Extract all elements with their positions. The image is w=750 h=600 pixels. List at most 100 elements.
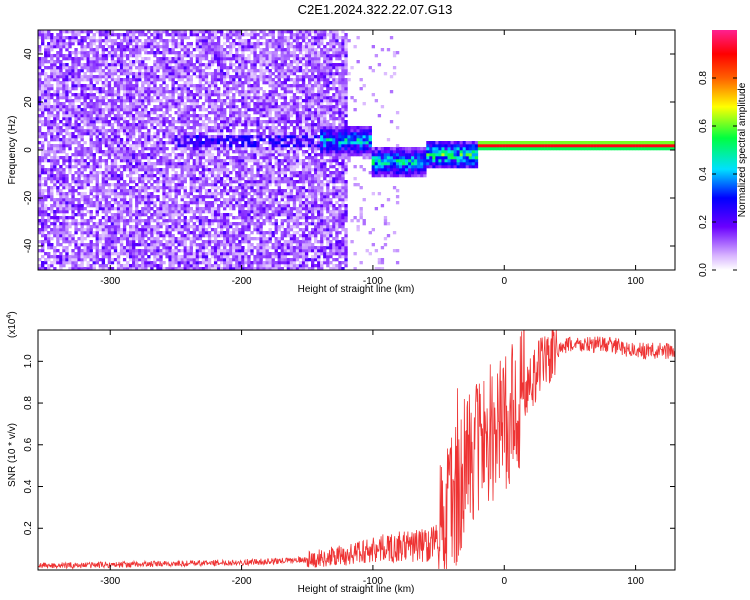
heatmap-cell (226, 153, 230, 157)
heatmap-cell (147, 132, 151, 136)
heatmap-cell (250, 252, 254, 256)
heatmap-cell (262, 36, 266, 40)
heatmap-cell (65, 69, 69, 73)
heatmap-cell (162, 120, 166, 124)
heatmap-cell (107, 33, 112, 37)
heatmap-cell (132, 231, 136, 235)
heatmap-cell (135, 57, 139, 61)
heatmap-cell (232, 111, 236, 115)
heatmap-cell (180, 174, 184, 178)
heatmap-cell (244, 168, 248, 172)
heatmap-cell (247, 153, 251, 157)
heatmap-cell (77, 117, 81, 121)
heatmap-cell (104, 96, 109, 100)
heatmap-cell (38, 120, 42, 124)
heatmap-cell (241, 240, 245, 244)
heatmap-cell (101, 135, 106, 139)
heatmap-cell (241, 87, 245, 91)
heatmap-cell (226, 267, 230, 271)
heatmap-cell (153, 156, 157, 160)
heatmap-cell (65, 30, 69, 34)
heatmap-cell (253, 228, 257, 232)
heatmap-cell (262, 114, 266, 118)
heatmap-cell (132, 141, 136, 145)
heatmap-cell (192, 99, 197, 103)
heatmap-cell (223, 33, 227, 37)
heatmap-cell (232, 141, 236, 145)
heatmap-cell (259, 222, 263, 226)
heatmap-cell (147, 237, 151, 241)
heatmap-cell (268, 207, 272, 211)
heatmap-cell (156, 162, 160, 166)
heatmap-cell (86, 33, 90, 37)
heatmap-cell (92, 63, 96, 67)
heatmap-cell (156, 69, 160, 73)
heatmap-cell (259, 249, 263, 253)
heatmap-cell (241, 129, 245, 133)
heatmap-cell (141, 87, 145, 91)
heatmap-cell (119, 267, 124, 271)
heatmap-cell (47, 234, 51, 238)
heatmap-cell (192, 93, 197, 97)
heatmap-cell (229, 63, 233, 67)
heatmap-cell (186, 252, 190, 256)
heatmap-cell (256, 108, 260, 112)
heatmap-cell (65, 174, 69, 178)
heatmap-cell (110, 51, 115, 55)
heatmap-cell (92, 60, 96, 64)
heatmap-cell (74, 96, 78, 100)
heatmap-cell (259, 207, 263, 211)
heatmap-cell (116, 153, 121, 157)
heatmap-cell (253, 174, 257, 178)
heatmap-cell (180, 63, 184, 67)
heatmap-cell (210, 228, 215, 232)
heatmap-cell (44, 240, 48, 244)
heatmap-cell (101, 177, 106, 181)
heatmap-cell (271, 51, 275, 55)
heatmap-cell (59, 255, 63, 259)
heatmap-cell (101, 30, 106, 34)
heatmap-cell (265, 102, 269, 106)
heatmap-cell (159, 66, 163, 70)
heatmap-cell (216, 129, 221, 133)
heatmap-cell (144, 153, 148, 157)
heatmap-cell (56, 168, 60, 172)
heatmap-cell (192, 168, 197, 172)
heatmap-cell (253, 69, 257, 73)
heatmap-cell (223, 174, 227, 178)
heatmap-cell (80, 45, 84, 49)
heatmap-cell (98, 249, 102, 253)
heatmap-cell (198, 144, 203, 148)
heatmap-cell (195, 165, 200, 169)
heatmap-cell (204, 45, 209, 49)
heatmap-cell (132, 228, 136, 232)
heatmap-cell (244, 99, 248, 103)
heatmap-cell (53, 54, 57, 58)
heatmap-cell (274, 219, 278, 223)
heatmap-cell (47, 90, 51, 94)
heatmap-cell (271, 243, 275, 247)
heatmap-cell (107, 201, 112, 205)
heatmap-cell (195, 195, 200, 199)
heatmap-cell (50, 120, 54, 124)
heatmap-cell (223, 216, 227, 220)
heatmap-cell (213, 219, 218, 223)
heatmap-cell (265, 189, 269, 193)
heatmap-cell (68, 87, 72, 91)
heatmap-cell (110, 189, 115, 193)
heatmap-cell (262, 126, 266, 130)
heatmap-cell (204, 258, 209, 262)
heatmap-cell (223, 114, 227, 118)
heatmap-cell (129, 174, 133, 178)
heatmap-cell (171, 138, 175, 142)
heatmap-cell (147, 39, 151, 43)
heatmap-cell (113, 84, 118, 88)
heatmap-cell (174, 111, 178, 115)
heatmap-cell (50, 228, 54, 232)
heatmap-cell (156, 90, 160, 94)
heatmap-cell (192, 33, 197, 37)
heatmap-cell (192, 69, 197, 73)
heatmap-cell (174, 261, 178, 265)
heatmap-cell (177, 30, 181, 34)
heatmap-cell (198, 237, 203, 241)
